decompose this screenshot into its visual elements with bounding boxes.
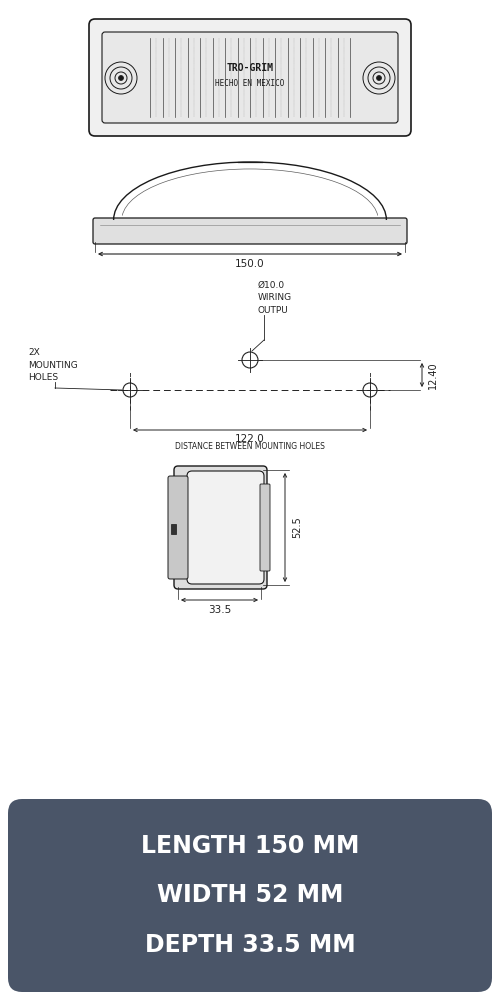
FancyBboxPatch shape	[187, 471, 264, 584]
Bar	[171, 524, 176, 534]
Circle shape	[376, 76, 382, 81]
FancyBboxPatch shape	[260, 484, 270, 571]
Text: HECHO EN MEXICO: HECHO EN MEXICO	[216, 79, 284, 88]
Text: Ø10.0
WIRING
OUTPU: Ø10.0 WIRING OUTPU	[258, 281, 292, 315]
Text: WIDTH 52 MM: WIDTH 52 MM	[157, 884, 343, 908]
FancyBboxPatch shape	[8, 799, 492, 992]
Text: 150.0: 150.0	[235, 259, 265, 269]
FancyBboxPatch shape	[89, 19, 411, 136]
FancyBboxPatch shape	[174, 466, 267, 589]
FancyBboxPatch shape	[93, 218, 407, 244]
Text: 52.5: 52.5	[292, 517, 302, 538]
Text: LENGTH 150 MM: LENGTH 150 MM	[141, 834, 359, 858]
Circle shape	[118, 76, 124, 81]
Text: DISTANCE BETWEEN MOUNTING HOLES: DISTANCE BETWEEN MOUNTING HOLES	[175, 442, 325, 451]
Text: 33.5: 33.5	[208, 605, 231, 615]
Text: 122.0: 122.0	[235, 434, 265, 444]
Text: 12.40: 12.40	[428, 361, 438, 389]
Text: TRO-GRIM: TRO-GRIM	[226, 63, 274, 73]
Text: 2X
MOUNTING
HOLES: 2X MOUNTING HOLES	[28, 348, 78, 382]
FancyBboxPatch shape	[168, 476, 188, 579]
FancyBboxPatch shape	[102, 32, 398, 123]
Text: DEPTH 33.5 MM: DEPTH 33.5 MM	[144, 933, 356, 957]
